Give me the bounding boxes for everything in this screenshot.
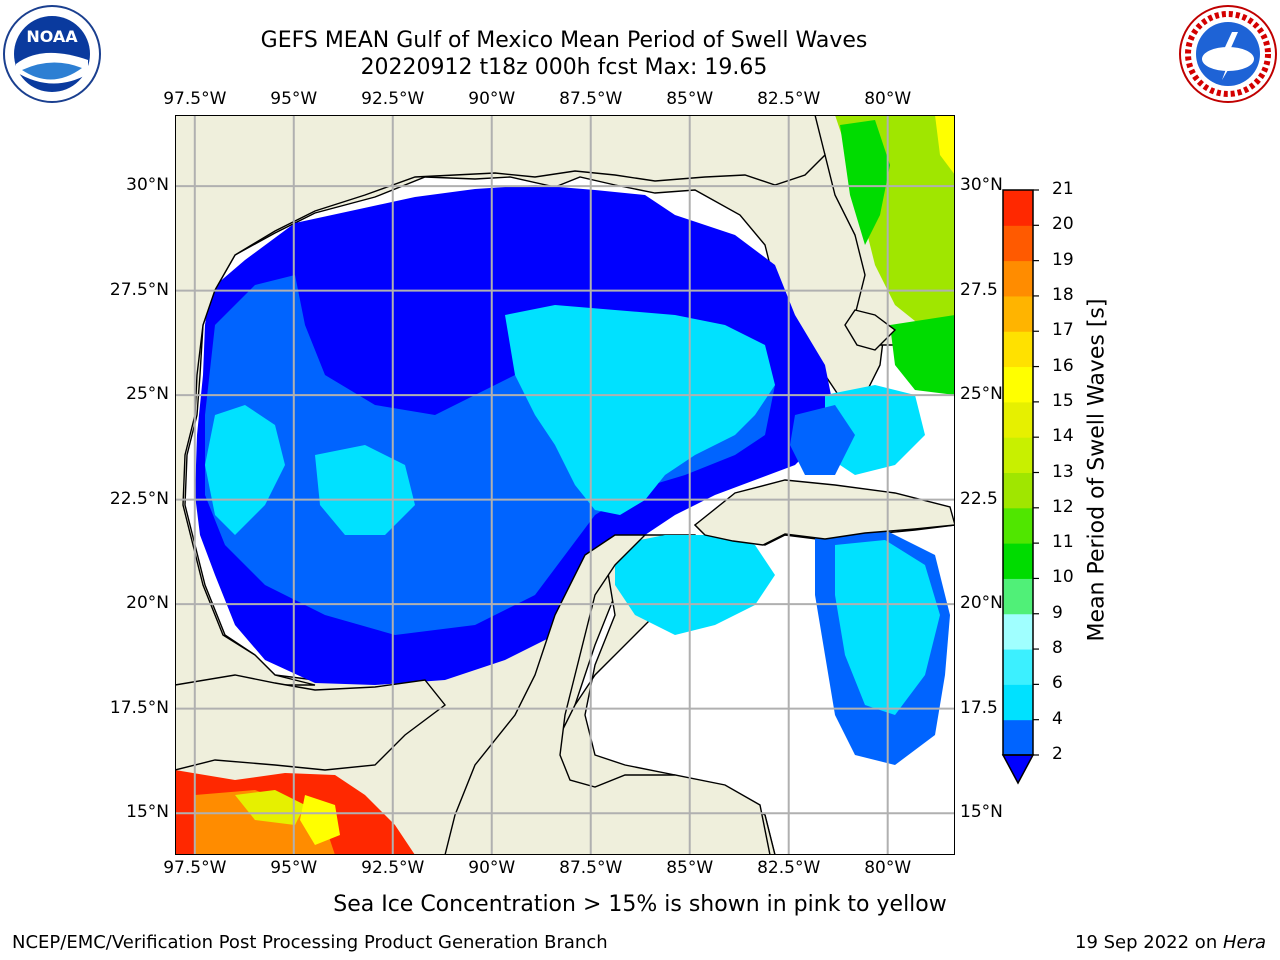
lat-tick-label-left: 27.5°N <box>109 279 169 300</box>
lon-tick-label: 80°W <box>864 89 912 109</box>
colorbar-segment <box>1003 225 1033 262</box>
date-text: 19 Sep 2022 on <box>1075 932 1223 953</box>
lon-tick-label: 95°W <box>270 89 318 109</box>
lat-tick-label-right: 30°N <box>960 175 1003 196</box>
lon-tick-label: 85°W <box>666 858 714 878</box>
lat-tick-label-right: 25°N <box>960 384 1003 405</box>
lon-tick-label: 80°W <box>864 858 912 878</box>
lat-tick-label-left: 22.5°N <box>109 488 169 509</box>
lon-tick-label: 87.5°W <box>559 858 623 878</box>
colorbar-segment <box>1003 507 1033 544</box>
lat-tick-label-left: 15°N <box>126 802 169 823</box>
colorbar-tick-label: 14 <box>1052 426 1074 447</box>
colorbar-segment <box>1003 331 1033 368</box>
lon-tick-label: 90°W <box>468 858 516 878</box>
colorbar-segment <box>1003 472 1033 509</box>
colorbar-segment <box>1003 437 1033 473</box>
lat-tick-label-left: 25°N <box>126 384 169 405</box>
colorbar-tick-label: 16 <box>1052 355 1074 376</box>
lon-tick-label: 82.5°W <box>757 858 821 878</box>
lon-tick-label: 87.5°W <box>559 89 623 109</box>
colorbar-tick-label: 19 <box>1052 249 1074 270</box>
lat-tick-label-right: 15°N <box>960 802 1003 823</box>
colorbar-segment <box>1003 543 1033 579</box>
lat-tick-label-right: 17.5 <box>960 697 998 718</box>
colorbar-tick-label: 20 <box>1052 214 1074 235</box>
date-stamp: 19 Sep 2022 on Hera <box>1075 932 1266 953</box>
colorbar-label: Mean Period of Swell Waves [s] <box>1084 298 1110 642</box>
lat-tick-label-left: 17.5°N <box>109 697 169 718</box>
lon-tick-label: 97.5°W <box>163 858 227 878</box>
colorbar-segment <box>1003 719 1033 756</box>
lat-tick-label-right: 27.5 <box>960 279 998 300</box>
lon-tick-label: 97.5°W <box>163 89 227 109</box>
colorbar <box>1001 189 1039 785</box>
colorbar-segment <box>1003 649 1033 685</box>
lon-tick-label: 90°W <box>468 89 516 109</box>
colorbar-extend-arrow <box>1001 754 1035 785</box>
colorbar-tick-label: 9 <box>1052 602 1063 623</box>
colorbar-segment <box>1003 190 1033 226</box>
sea-ice-note: Sea Ice Concentration > 15% is shown in … <box>333 892 947 917</box>
colorbar-segment <box>1003 260 1033 297</box>
lat-tick-label-right: 22.5 <box>960 488 998 509</box>
colorbar-tick-label: 4 <box>1052 708 1063 729</box>
colorbar-segment <box>1003 401 1033 438</box>
credit-text: NCEP/EMC/Verification Post Processing Pr… <box>12 932 608 953</box>
colorbar-tick-label: 11 <box>1052 532 1074 553</box>
colorbar-tick-label: 21 <box>1052 179 1074 199</box>
map-title: GEFS MEAN Gulf of Mexico Mean Period of … <box>260 28 868 53</box>
lon-tick-label: 95°W <box>270 858 318 878</box>
lon-tick-label: 85°W <box>666 89 714 109</box>
gulf-map <box>175 115 955 855</box>
lat-tick-label-right: 20°N <box>960 593 1003 614</box>
nws-logo <box>1179 5 1277 103</box>
colorbar-segment <box>1003 366 1033 403</box>
colorbar-tick-label: 8 <box>1052 638 1063 659</box>
colorbar-tick-label: 12 <box>1052 496 1074 517</box>
colorbar-tick-label: 13 <box>1052 461 1074 482</box>
colorbar-segment <box>1003 684 1033 721</box>
colorbar-tick-label: 18 <box>1052 284 1074 305</box>
noaa-logo-text: NOAA <box>26 27 78 46</box>
lat-lon-grid <box>175 115 955 855</box>
colorbar-tick-label: 6 <box>1052 673 1063 694</box>
colorbar-segment <box>1003 578 1033 615</box>
machine-name: Hera <box>1222 932 1266 953</box>
noaa-logo: NOAA <box>3 5 101 103</box>
colorbar-tick-label: 15 <box>1052 390 1074 411</box>
colorbar-tick-label: 2 <box>1052 744 1063 764</box>
map-subtitle: 20220912 t18z 000h fcst Max: 19.65 <box>360 55 768 80</box>
colorbar-tick-label: 10 <box>1052 567 1074 588</box>
lat-tick-label-left: 30°N <box>126 175 169 196</box>
lon-tick-label: 92.5°W <box>361 89 425 109</box>
lat-tick-label-left: 20°N <box>126 593 169 614</box>
lon-tick-label: 82.5°W <box>757 89 821 109</box>
colorbar-segment <box>1003 613 1033 650</box>
lon-tick-label: 92.5°W <box>361 858 425 878</box>
colorbar-segment <box>1003 295 1033 332</box>
colorbar-tick-label: 17 <box>1052 320 1074 341</box>
